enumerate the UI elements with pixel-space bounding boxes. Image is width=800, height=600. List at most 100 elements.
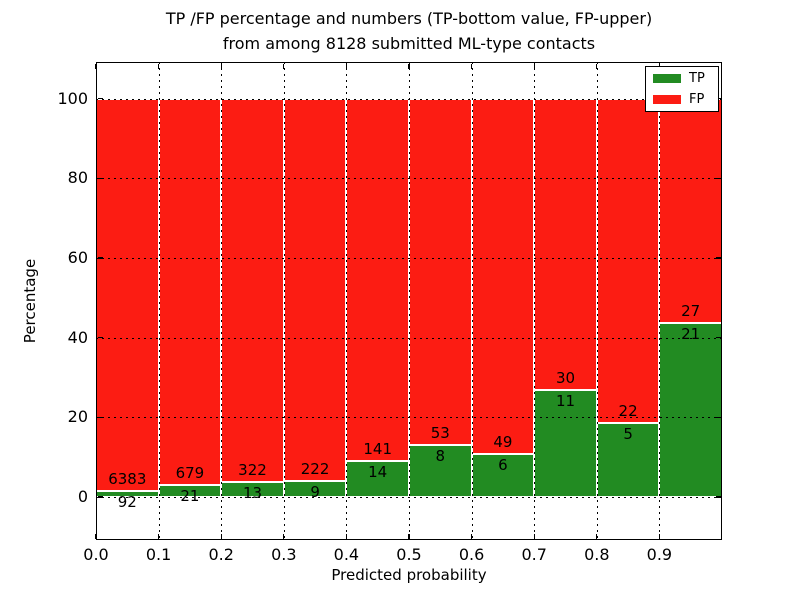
y-axis-label: Percentage: [21, 258, 39, 344]
y-tick-mark-left: [97, 496, 103, 498]
tp-count-label: 13: [242, 483, 263, 502]
chart-title-line2: from among 8128 submitted ML-type contac…: [222, 34, 596, 53]
x-tick-mark-bottom: [533, 533, 535, 539]
x-tick-label: 0.8: [584, 545, 610, 564]
gridline-vertical: [158, 62, 160, 540]
x-tick-mark-top: [95, 63, 97, 69]
bar-segment-fp: [659, 98, 722, 323]
y-tick-mark-right: [715, 177, 721, 179]
bar-segment-fp: [534, 98, 597, 391]
gridline-vertical: [221, 62, 223, 540]
x-tick-label: 0.9: [646, 545, 673, 564]
x-tick-mark-bottom: [470, 533, 473, 539]
legend-label: FP: [689, 92, 705, 107]
x-tick-mark-top: [408, 63, 410, 69]
legend-label: TP: [689, 71, 705, 86]
x-tick-mark-top: [157, 63, 160, 69]
legend-entry-fp: FP: [653, 90, 718, 109]
bar-segment-tp: [596, 423, 660, 497]
y-tick-mark-left: [97, 97, 103, 100]
y-tick-label: 60: [67, 247, 88, 267]
tp-count-label: 21: [681, 324, 701, 343]
x-tick-label: 0.7: [521, 545, 547, 564]
bar-segment-fp: [346, 98, 409, 461]
y-tick-mark-left: [97, 257, 103, 259]
bar-segment-fp: [221, 98, 284, 482]
fp-color-swatch: [653, 95, 681, 104]
tp-count-label: 9: [310, 483, 320, 502]
y-tick-label: 0: [77, 486, 88, 506]
x-axis-label: Predicted probability: [331, 566, 487, 584]
y-tick-mark-left: [97, 336, 103, 339]
gridline-vertical: [534, 62, 536, 540]
x-tick-mark-bottom: [220, 533, 222, 539]
bar-segment-fp: [158, 98, 222, 486]
x-tick-mark-bottom: [283, 533, 285, 539]
bar-segment-tp: [659, 322, 722, 497]
y-tick-label: 80: [67, 168, 88, 188]
x-tick-mark-top: [533, 63, 535, 69]
y-tick-mark-right: [715, 336, 721, 339]
fp-count-label: 53: [430, 423, 450, 442]
tp-count-label: 14: [368, 463, 388, 481]
x-tick-label: 0.4: [333, 545, 360, 564]
y-tick-label: 40: [67, 327, 88, 347]
bar-segment-fp: [409, 98, 472, 445]
plot-area: 6383 92 679 21 322 13 222 9 141 14 53 8 49 6 30 11 22 5 27…: [95, 62, 722, 540]
x-tick-label: 0.2: [208, 545, 234, 564]
x-tick-mark-top: [596, 63, 598, 69]
legend: TP FP: [645, 66, 719, 112]
fp-count-label: 222: [300, 460, 330, 479]
bar-segment-tp: [346, 461, 409, 497]
tp-count-label: 21: [180, 487, 200, 506]
gridline-vertical: [283, 62, 285, 540]
fp-count-label: 30: [555, 369, 576, 388]
bar-segment-tp: [534, 390, 597, 497]
x-tick-label: 0.6: [458, 545, 485, 564]
bar-segment-fp: [471, 98, 535, 454]
chart-title: TP /FP percentage and numbers (TP-bottom…: [96, 6, 722, 56]
gridline-vertical: [659, 62, 661, 540]
fp-count-label: 22: [618, 402, 638, 421]
x-tick-mark-bottom: [95, 533, 97, 539]
y-tick-mark-right: [715, 496, 721, 498]
fp-count-label: 141: [363, 440, 392, 458]
y-tick-label: 20: [67, 407, 88, 427]
fp-count-label: 49: [493, 432, 513, 451]
y-tick-mark-right: [715, 416, 721, 418]
bar-segment-fp: [596, 98, 660, 424]
x-tick-mark-bottom: [596, 533, 598, 539]
x-tick-mark-top: [220, 63, 222, 69]
bar-segment-tp: [471, 453, 535, 497]
tp-count-label: 5: [623, 425, 633, 444]
y-tick-mark-right: [715, 257, 721, 259]
x-tick-label: 0.5: [396, 545, 422, 564]
chart-title-line1: TP /FP percentage and numbers (TP-bottom…: [165, 9, 653, 28]
tp-count-label: 8: [435, 446, 446, 465]
bar-segment-fp: [283, 98, 347, 482]
gridline-vertical: [471, 62, 473, 540]
x-tick-mark-bottom: [345, 533, 348, 539]
gridline-vertical: [596, 62, 598, 540]
gridline-vertical: [346, 62, 348, 540]
bar-segment-tp: [409, 444, 472, 497]
x-tick-mark-top: [470, 63, 473, 69]
legend-entry-tp: TP: [653, 69, 718, 88]
x-tick-label: 0.0: [83, 545, 109, 564]
y-tick-mark-left: [97, 177, 103, 179]
tp-count-label: 6: [498, 455, 508, 474]
x-tick-mark-top: [283, 63, 285, 69]
x-tick-label: 0.3: [271, 545, 297, 564]
tp-count-label: 92: [117, 493, 137, 512]
gridline-vertical: [409, 62, 410, 540]
x-tick-label: 0.1: [145, 545, 172, 564]
tp-color-swatch: [653, 74, 681, 83]
fp-count-label: 322: [238, 460, 267, 479]
x-tick-mark-bottom: [157, 533, 160, 539]
x-tick-mark-bottom: [658, 533, 661, 539]
fp-count-label: 27: [681, 301, 701, 320]
bar-segment-fp: [96, 98, 159, 492]
x-tick-mark-top: [345, 63, 348, 69]
tp-count-label: 11: [555, 392, 576, 411]
